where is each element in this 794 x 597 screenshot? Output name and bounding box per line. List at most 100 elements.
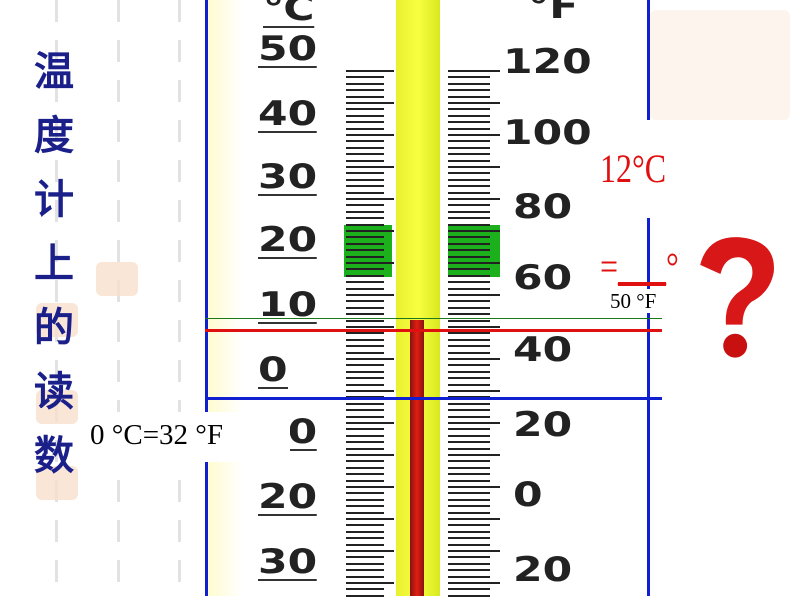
tick-mark: [448, 498, 490, 501]
tick-mark: [448, 492, 490, 495]
fahrenheit-label: 20: [513, 405, 573, 445]
tick-mark: [346, 543, 384, 546]
tick-mark: [346, 428, 384, 431]
tick-mark: [448, 281, 490, 284]
tick-mark: [448, 537, 490, 540]
tick-mark: [346, 460, 384, 463]
tick-mark: [448, 210, 490, 213]
tick-mark: [346, 146, 384, 149]
tick-mark: [346, 447, 384, 450]
tick-mark: [448, 185, 490, 188]
tick-mark: [448, 582, 500, 584]
tick-mark: [346, 274, 384, 277]
title-char: 计: [34, 177, 74, 223]
tick-mark: [346, 178, 384, 181]
tick-mark: [346, 108, 384, 111]
tick-mark: [346, 498, 384, 501]
tick-mark: [346, 223, 384, 226]
tick-mark: [448, 370, 490, 373]
tick-mark: [448, 518, 500, 520]
tick-mark: [448, 134, 500, 136]
red-line: [205, 329, 662, 332]
tick-mark: [448, 313, 490, 316]
tick-mark: [346, 422, 394, 424]
fahrenheit-label: 120: [503, 42, 592, 82]
bg-dash: [55, 0, 58, 596]
slide-title: 温 度 计 上 的 读 数: [28, 40, 80, 488]
celsius-label: 50: [258, 29, 318, 69]
mercury-column: [410, 320, 424, 596]
tick-mark: [346, 415, 384, 418]
tick-mark: [346, 556, 384, 559]
tick-mark: [346, 390, 394, 392]
tick-mark: [448, 294, 500, 296]
tick-mark: [448, 441, 490, 444]
title-char: 读: [34, 369, 74, 415]
celsius-label: 30: [258, 157, 318, 197]
title-char: 数: [34, 433, 74, 479]
tick-mark: [448, 242, 490, 245]
celsius-label: ℃: [263, 0, 315, 28]
tick-mark: [448, 223, 490, 226]
tick-mark: [346, 345, 384, 348]
tick-mark: [448, 338, 490, 341]
seal-stamp-icon: [650, 10, 790, 120]
tick-mark: [448, 383, 490, 386]
tick-mark: [448, 287, 490, 290]
tick-mark: [346, 575, 384, 578]
tick-mark: [448, 230, 500, 232]
tick-mark: [448, 466, 490, 469]
tick-mark: [346, 230, 394, 232]
tick-mark: [448, 569, 490, 572]
celsius-label: 30: [258, 542, 318, 582]
tick-mark: [448, 524, 490, 527]
title-char: 度: [34, 113, 74, 159]
fahrenheit-label: 0: [513, 475, 543, 515]
tick-mark: [448, 146, 490, 149]
tick-mark: [346, 402, 384, 405]
tick-mark: [448, 409, 490, 412]
tick-mark: [346, 153, 384, 156]
tick-mark: [346, 268, 384, 271]
tick-mark: [346, 326, 394, 328]
tick-mark: [448, 447, 490, 450]
seal-stamp-icon: [36, 303, 78, 337]
tick-mark: [346, 319, 384, 322]
question-mark-icon: [680, 222, 794, 372]
tick-mark: [448, 434, 490, 437]
tick-mark: [448, 89, 490, 92]
tick-mark: [448, 588, 490, 591]
tick-mark: [448, 511, 490, 514]
tick-mark: [448, 415, 490, 418]
tick-mark: [346, 505, 384, 508]
celsius-label: 40: [258, 94, 318, 134]
bg-dash: [117, 0, 120, 596]
green-line: [205, 318, 662, 319]
tick-mark: [346, 262, 394, 264]
celsius-label: 20: [258, 477, 318, 517]
title-char: 的: [34, 305, 74, 351]
tick-mark: [448, 306, 490, 309]
celsius-label: 10: [258, 285, 318, 325]
tick-mark: [346, 204, 384, 207]
tick-mark: [346, 281, 384, 284]
tick-mark: [448, 172, 490, 175]
tick-mark: [448, 473, 490, 476]
tick-mark: [448, 204, 490, 207]
tick-mark: [346, 370, 384, 373]
tick-mark: [346, 518, 394, 520]
tick-mark: [346, 191, 384, 194]
fahrenheit-label: 60: [513, 258, 573, 298]
tick-mark: [346, 550, 394, 552]
tick-mark: [448, 530, 490, 533]
tick-mark: [346, 383, 384, 386]
tick-mark: [448, 108, 490, 111]
tick-mark: [346, 95, 384, 98]
tick-mark: [346, 434, 384, 437]
tick-mark: [346, 454, 394, 456]
tick-mark: [448, 575, 490, 578]
tick-mark: [346, 441, 384, 444]
tick-mark: [346, 537, 384, 540]
tick-mark: [448, 390, 500, 392]
